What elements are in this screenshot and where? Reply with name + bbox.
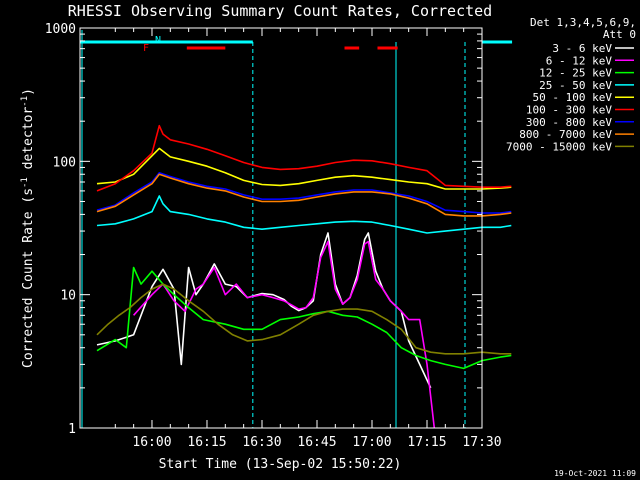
legend-label-6: 300 - 800 keV — [526, 116, 612, 129]
x-tick-label-4: 17:00 — [352, 435, 391, 450]
series-line-7 — [96, 173, 512, 217]
y-axis: 1 10 100 1000 — [45, 22, 482, 437]
series-line-4 — [96, 147, 512, 190]
series-line-6 — [96, 172, 512, 214]
series-line-5 — [96, 124, 512, 192]
y-axis-label: Corrected Count Rate (s-1 detector-1) — [20, 88, 36, 368]
y-tick-label-2: 100 — [53, 155, 76, 170]
y-axis-label-part-2: detector — [21, 107, 36, 178]
legend-label-3: 25 - 50 keV — [539, 79, 612, 92]
flags-layer: FN — [80, 30, 513, 428]
chart-title: RHESSI Observing Summary Count Rates, Co… — [68, 2, 492, 20]
series-line-2 — [96, 266, 512, 370]
series-layer — [96, 124, 512, 429]
series-line-3 — [96, 195, 512, 234]
y-tick-label-0: 1 — [68, 422, 76, 437]
x-tick-label-5: 17:15 — [407, 435, 446, 450]
series-line-0 — [96, 232, 432, 389]
x-tick-label-2: 16:30 — [242, 435, 281, 450]
series-line-1 — [133, 240, 436, 429]
legend-label-7: 800 - 7000 keV — [519, 128, 612, 141]
footer-stamp: 19-Oct-2021 11:09 — [554, 469, 636, 478]
series-line-8 — [96, 283, 512, 355]
flag-label-n: N — [155, 35, 161, 46]
legend-label-8: 7000 - 15000 keV — [506, 140, 612, 153]
legend-label-1: 6 - 12 keV — [546, 54, 613, 67]
x-axis: 16:00 16:15 16:30 16:45 17:00 17:15 17:30 — [114, 28, 502, 450]
legend-label-4: 50 - 100 keV — [533, 91, 613, 104]
x-tick-label-3: 16:45 — [297, 435, 336, 450]
legend-header-line-1: Det 1,3,4,5,6,9, — [530, 16, 636, 29]
y-axis-label-sup-1: -1 — [20, 177, 30, 188]
x-tick-label-6: 17:30 — [462, 435, 501, 450]
x-tick-label-0: 16:00 — [132, 435, 171, 450]
legend-label-0: 3 - 6 keV — [552, 42, 612, 55]
y-axis-label-part-3: ) — [21, 88, 36, 96]
x-tick-label-1: 16:15 — [187, 435, 226, 450]
legend-label-5: 100 - 300 keV — [526, 104, 612, 117]
flag-label-f: F — [143, 43, 149, 54]
x-axis-label: Start Time (13-Sep-02 15:50:22) — [159, 457, 402, 472]
plot-frame — [79, 27, 483, 429]
y-tick-label-3: 1000 — [45, 22, 76, 37]
y-tick-label-1: 10 — [60, 289, 76, 304]
legend-label-2: 12 - 25 keV — [539, 67, 612, 80]
plot-area: FN 16:00 16:15 16:30 16:45 17:00 17:15 17:30 1… — [45, 22, 513, 450]
legend-header-line-2: Att 0 — [603, 28, 636, 41]
y-axis-label-part-1: Corrected Count Rate (s — [21, 188, 36, 368]
y-axis-label-sup-2: -1 — [20, 96, 30, 107]
